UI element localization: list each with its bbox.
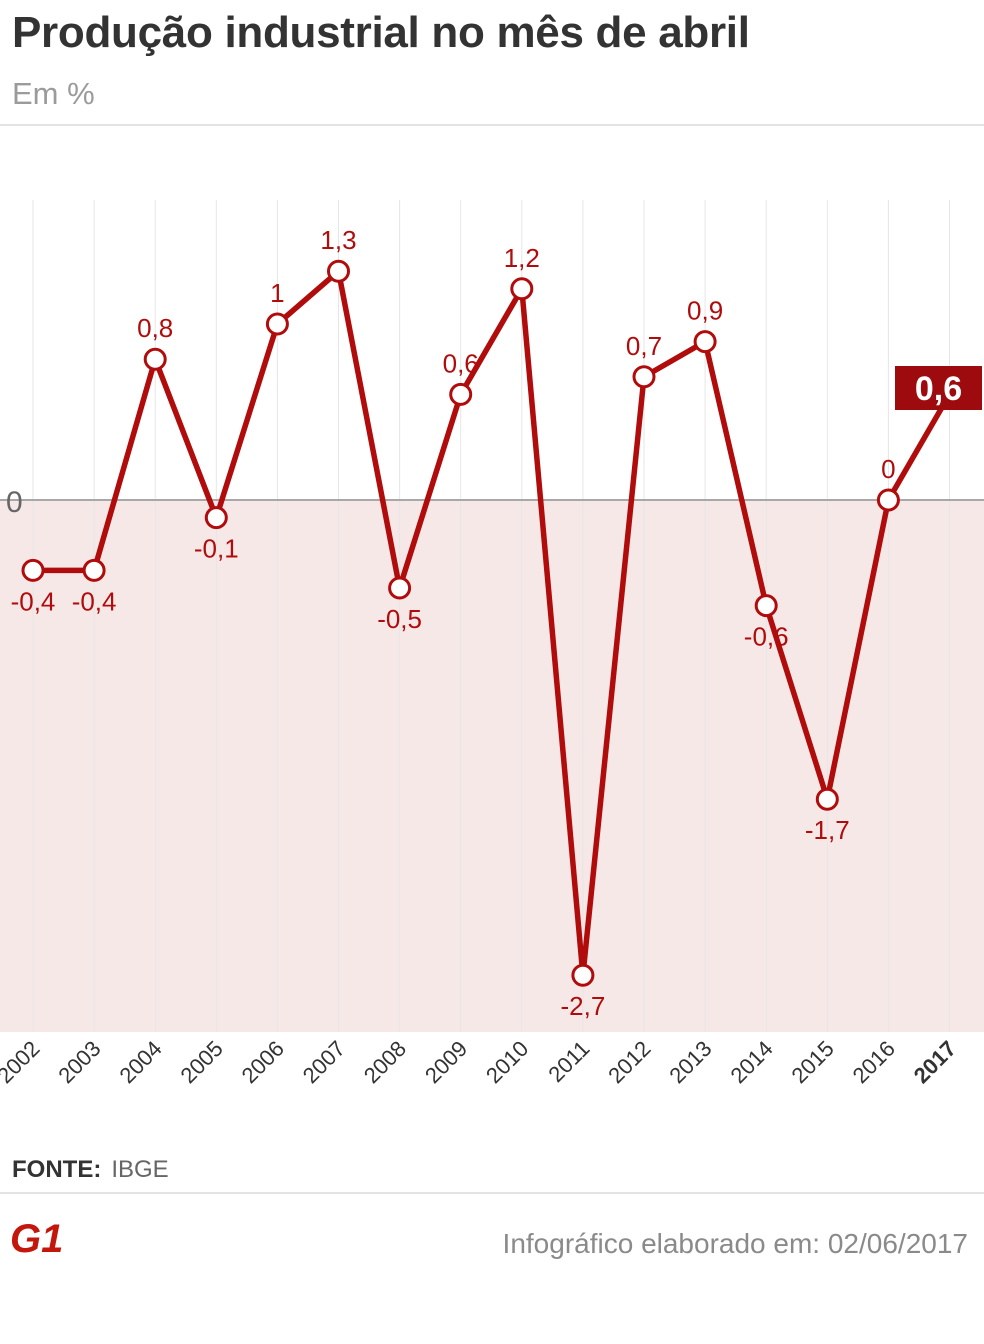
line-chart: 0 -0,4 -0,4 0,8 -0,1 1 1,3 -0,5 0,6 1,2 -2,7 0,7 0,… bbox=[0, 200, 984, 1088]
logo-text: G1 bbox=[10, 1217, 63, 1261]
source-label: FONTE: bbox=[12, 1156, 102, 1183]
g1-logo-icon: G1 bbox=[10, 1217, 63, 1261]
highlight-data-label: 0,6 bbox=[915, 370, 962, 408]
data-points bbox=[21, 259, 900, 987]
negative-area bbox=[0, 500, 984, 1032]
x-tick-label: 2010 bbox=[481, 1036, 533, 1088]
x-tick-label: 2013 bbox=[664, 1036, 716, 1088]
data-label: -1,7 bbox=[805, 815, 850, 845]
chart-title: Produção industrial no mês de abril bbox=[12, 8, 750, 57]
x-tick-label: 2004 bbox=[114, 1036, 166, 1088]
x-tick-label: 2006 bbox=[237, 1036, 289, 1088]
data-label: 0 bbox=[881, 454, 895, 484]
data-point bbox=[143, 347, 167, 371]
data-labels: -0,4 -0,4 0,8 -0,1 1 1,3 -0,5 0,6 1,2 -2,7 0,7 0,9 -… bbox=[11, 225, 982, 1021]
data-label: 0,6 bbox=[443, 348, 479, 378]
x-tick-label: 2016 bbox=[848, 1036, 900, 1088]
data-label: 1 bbox=[270, 278, 284, 308]
x-tick-label: 2014 bbox=[725, 1036, 777, 1088]
data-label: -2,7 bbox=[560, 991, 605, 1021]
data-label: 1,3 bbox=[320, 225, 356, 255]
footer-divider bbox=[0, 1192, 984, 1194]
x-tick-label: 2009 bbox=[420, 1036, 472, 1088]
data-label: 1,2 bbox=[504, 243, 540, 273]
data-point bbox=[510, 277, 534, 301]
data-point bbox=[449, 382, 473, 406]
data-point bbox=[327, 259, 350, 283]
data-point bbox=[632, 365, 656, 389]
data-label: -0,4 bbox=[11, 586, 56, 616]
highlight-label-box bbox=[895, 366, 982, 410]
source-note: FONTE: IBGE bbox=[12, 1156, 169, 1184]
data-point bbox=[388, 576, 412, 600]
x-tick-label: 2011 bbox=[543, 1036, 594, 1087]
data-point bbox=[815, 787, 839, 811]
data-label: 0,8 bbox=[137, 313, 173, 343]
data-point bbox=[82, 558, 106, 582]
data-label: -0,4 bbox=[72, 586, 117, 616]
data-point bbox=[754, 594, 778, 618]
x-tick-label: 2017 bbox=[909, 1036, 961, 1088]
data-label: -0,6 bbox=[744, 622, 789, 652]
series-line bbox=[33, 266, 952, 976]
source-value: IBGE bbox=[111, 1156, 169, 1183]
data-label: -0,5 bbox=[377, 604, 422, 634]
data-point bbox=[204, 506, 228, 530]
data-point bbox=[693, 330, 717, 354]
chart-subtitle: Em % bbox=[12, 76, 95, 111]
x-tick-label: 2005 bbox=[176, 1036, 228, 1088]
chart-background bbox=[0, 500, 984, 1032]
header-divider bbox=[0, 124, 984, 126]
data-point bbox=[876, 488, 900, 512]
x-tick-label: 2008 bbox=[359, 1036, 411, 1088]
data-label: 0,9 bbox=[687, 296, 723, 326]
x-tick-label: 2007 bbox=[298, 1036, 350, 1088]
data-point bbox=[21, 558, 45, 582]
x-tick-label: 2002 bbox=[0, 1036, 45, 1088]
x-axis-ticks: 2002 2003 2004 2005 2006 2007 2008 2009 2010 2011… bbox=[0, 1036, 961, 1088]
zero-label: 0 bbox=[6, 486, 23, 519]
series-polyline bbox=[33, 266, 952, 976]
x-tick-label: 2015 bbox=[787, 1036, 839, 1088]
data-label: -0,1 bbox=[194, 534, 239, 564]
credit-note: Infográfico elaborado em: 02/06/2017 bbox=[502, 1228, 968, 1259]
x-tick-label: 2003 bbox=[53, 1036, 105, 1088]
data-point bbox=[265, 312, 289, 336]
data-label: 0,7 bbox=[626, 331, 662, 361]
x-tick-label: 2012 bbox=[603, 1036, 655, 1088]
data-point bbox=[571, 963, 595, 987]
